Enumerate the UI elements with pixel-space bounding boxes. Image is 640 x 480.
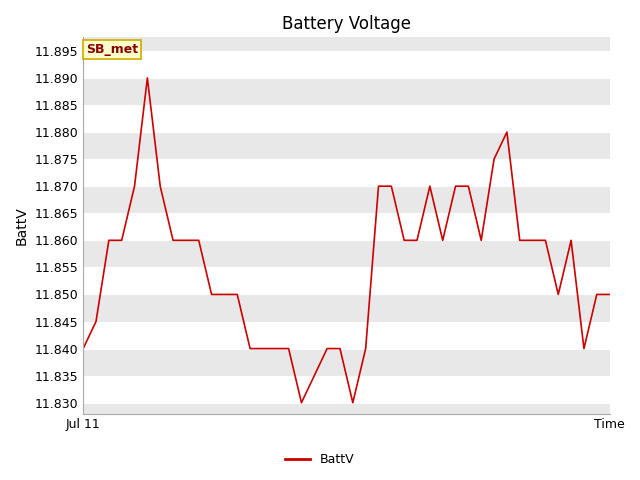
- Y-axis label: BattV: BattV: [15, 206, 29, 245]
- Bar: [83, 267, 610, 294]
- Bar: [83, 213, 610, 240]
- Bar: [83, 348, 610, 376]
- Title: Battery Voltage: Battery Voltage: [282, 15, 411, 33]
- Bar: [83, 78, 610, 105]
- Text: SB_met: SB_met: [86, 43, 138, 56]
- Bar: [83, 322, 610, 348]
- Bar: [83, 186, 610, 213]
- Bar: [83, 132, 610, 159]
- Bar: [83, 51, 610, 78]
- Bar: [83, 159, 610, 186]
- Legend: BattV: BattV: [280, 448, 360, 471]
- Bar: [83, 240, 610, 267]
- Bar: [83, 105, 610, 132]
- Bar: [83, 294, 610, 322]
- Bar: [83, 376, 610, 403]
